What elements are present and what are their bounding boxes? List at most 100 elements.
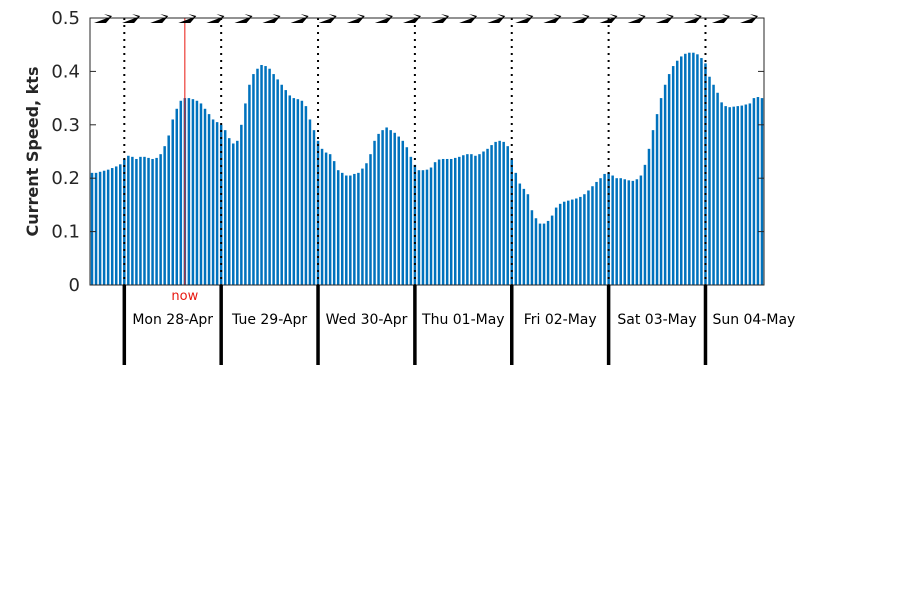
bar [131,156,134,285]
y-tick-label: 0.4 [51,61,80,82]
bar [296,99,300,285]
bar [655,114,659,286]
direction-arrow-icon [150,14,169,23]
bar [688,52,691,286]
day-label: Sat 03-May [617,312,696,328]
bar [139,156,142,285]
bar [268,68,271,285]
bar [421,170,425,285]
bar [98,171,102,285]
day-label: Fri 02-May [524,312,597,328]
bar [494,141,497,285]
bar [215,122,219,285]
direction-arrow-icon [740,14,758,23]
bar [304,106,308,285]
bar [498,140,501,285]
direction-arrow-icon [431,14,449,23]
bar [349,175,352,285]
bar [627,180,631,285]
bar [546,220,550,285]
direction-arrow-icon [571,14,590,23]
bar [708,76,711,286]
bar [385,127,388,285]
bar [240,124,243,285]
direction-arrow-icon [403,14,421,23]
bar [643,164,647,285]
bar [401,140,405,285]
bar [639,175,643,285]
bar [405,147,409,285]
direction-arrow-icon [346,14,365,23]
bar [486,148,489,285]
bar [357,172,360,285]
bar [732,106,735,285]
bar [417,170,421,285]
direction-arrows [94,14,758,23]
bar [615,178,618,285]
bar [671,66,675,285]
bar [437,159,441,285]
bar [575,198,578,285]
bar [635,179,639,285]
bar [445,158,449,285]
bar [651,130,655,285]
bar [332,161,336,285]
direction-arrow-icon [655,14,674,23]
bar [454,157,457,285]
direction-arrow-icon [627,14,646,23]
bar [663,84,667,285]
bar [530,210,534,285]
bar [308,119,312,286]
bar-series [90,52,764,286]
bar [397,136,400,285]
bar [94,172,98,285]
y-tick-label: 0 [69,275,80,296]
bar [114,166,118,285]
bar [203,108,207,285]
bar [514,172,518,285]
direction-arrow-icon [94,14,112,23]
direction-arrow-icon [487,14,506,23]
bar [171,119,174,286]
bar [159,154,162,285]
bar [223,130,227,285]
direction-arrow-icon [543,14,562,23]
bar [155,157,158,285]
bar [542,223,546,285]
bar [667,74,671,285]
bar [736,106,740,285]
bar [441,158,445,285]
bar [127,155,130,285]
bar [90,172,94,285]
bar [179,100,183,286]
bar [191,99,195,285]
bar [583,194,586,285]
bar [700,58,703,285]
bar [340,172,344,285]
bar [534,218,538,285]
bar [631,180,635,285]
bar [429,167,433,285]
direction-arrow-icon [178,14,197,23]
bar [591,186,594,285]
bar [280,84,283,285]
bar [260,64,263,286]
bar [244,103,247,285]
bar [720,102,723,286]
direction-arrow-icon [234,14,253,23]
bar [276,79,279,285]
bar [300,100,304,286]
bar [187,98,191,285]
bar [647,148,651,285]
bar [135,158,138,285]
bar [425,169,429,285]
bar [538,223,542,285]
bar [119,164,122,285]
bar [659,98,663,285]
bar [550,215,554,285]
bar [744,104,748,285]
bar [393,132,396,285]
bar [462,155,465,285]
bar [752,98,756,285]
bar [312,130,316,285]
